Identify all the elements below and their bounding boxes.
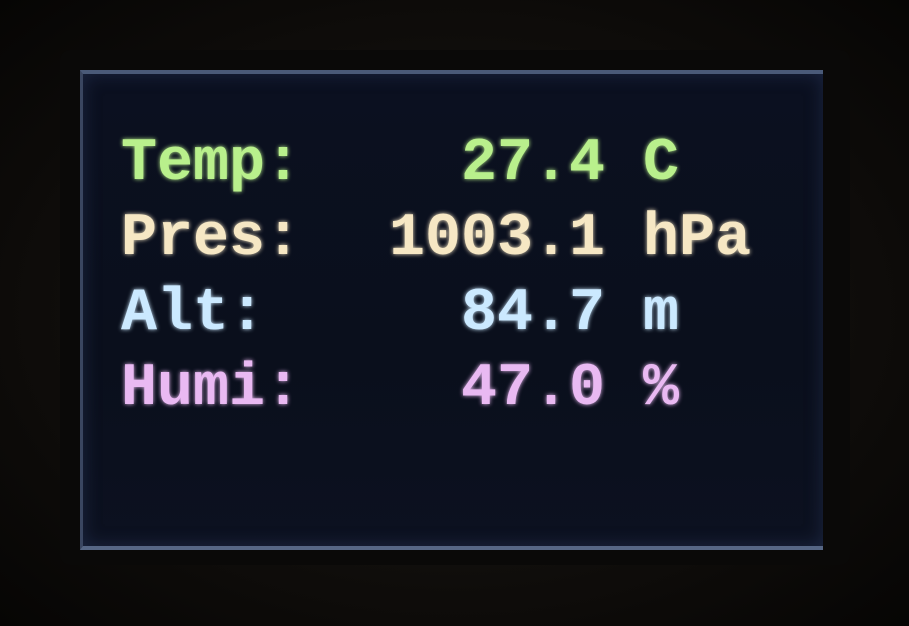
value: 1003.1	[388, 205, 605, 273]
label: Alt:	[121, 280, 266, 348]
unit: hPa	[643, 205, 752, 273]
reading-row: Temp: 27.4 C	[83, 129, 823, 199]
value: 27.4	[460, 130, 605, 198]
value: 47.0	[460, 355, 605, 423]
label: Pres:	[121, 205, 302, 273]
reading-row: Pres: 1003.1 hPa	[83, 204, 823, 274]
unit: m	[643, 280, 680, 348]
unit: C	[643, 130, 680, 198]
value: 84.7	[460, 280, 605, 348]
reading-row: Humi: 47.0 %	[83, 354, 823, 424]
label: Humi:	[121, 355, 302, 423]
lcd-screen: Temp: 27.4 C Pres: 1003.1 hPa Alt: 84.7 …	[80, 70, 823, 550]
reading-row: Alt: 84.7 m	[83, 279, 823, 349]
unit: %	[643, 355, 680, 423]
label: Temp:	[121, 130, 302, 198]
